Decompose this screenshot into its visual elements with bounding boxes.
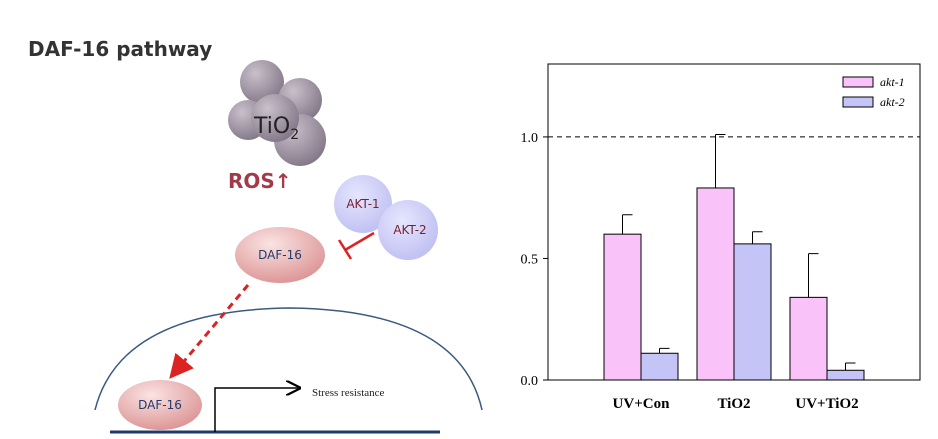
- error-bar: [845, 362, 856, 371]
- bar: [696, 187, 735, 381]
- error-bar: [715, 133, 726, 188]
- daf16-nucleus-node: [118, 380, 202, 430]
- diagram: DAF-16 pathway TiO2 ROS↑ AKT-1 AKT-2 DAF…: [28, 37, 483, 434]
- legend-label: akt-1: [880, 75, 905, 89]
- akt1-label: AKT-1: [346, 197, 379, 211]
- x-tick-label: TiO2: [717, 396, 750, 412]
- chart: 0.0 0.5 1.0 UV+Con TiO2 UV+TiO2 akt-1 akt-2: [521, 63, 921, 412]
- error-bar: [659, 347, 670, 354]
- y-tick-label: 0.0: [521, 374, 539, 389]
- x-tick-label: UV+Con: [613, 396, 671, 412]
- bar: [789, 296, 828, 381]
- bar: [640, 352, 679, 381]
- daf16-nucleus-label: DAF-16: [138, 398, 182, 412]
- particle-text: TiO: [253, 114, 290, 139]
- x-tick-label: UV+TiO2: [795, 396, 858, 412]
- ros-label: ROS↑: [228, 169, 292, 193]
- gene-label: Stress resistance: [312, 387, 385, 399]
- akt2-label: AKT-2: [393, 223, 426, 237]
- error-bar: [808, 253, 819, 298]
- akt2-node: [378, 200, 438, 260]
- bar: [826, 369, 865, 381]
- translocation-arrow: [169, 284, 250, 379]
- bar: [603, 233, 642, 381]
- legend-label: akt-2: [880, 95, 905, 109]
- daf16-node: [235, 227, 325, 283]
- particle-subscript: 2: [290, 127, 299, 143]
- nucleus-membrane: [94, 307, 483, 411]
- y-tick-label: 1.0: [521, 131, 539, 146]
- inhibition-line: [344, 231, 375, 252]
- akt1-node: [334, 175, 392, 233]
- diagram-title: DAF-16 pathway: [28, 37, 212, 61]
- y-tick-label: 0.5: [521, 252, 539, 267]
- legend-swatch: [842, 96, 874, 108]
- particle-label: TiO2: [253, 114, 299, 143]
- bar: [733, 243, 772, 381]
- inhibition-bar: [337, 239, 353, 260]
- tio2-cluster: [228, 60, 326, 166]
- promoter-arrow: [214, 388, 298, 432]
- error-bar: [622, 214, 633, 235]
- daf16-label: DAF-16: [258, 248, 302, 262]
- legend-swatch: [842, 76, 874, 88]
- error-bar: [752, 231, 763, 244]
